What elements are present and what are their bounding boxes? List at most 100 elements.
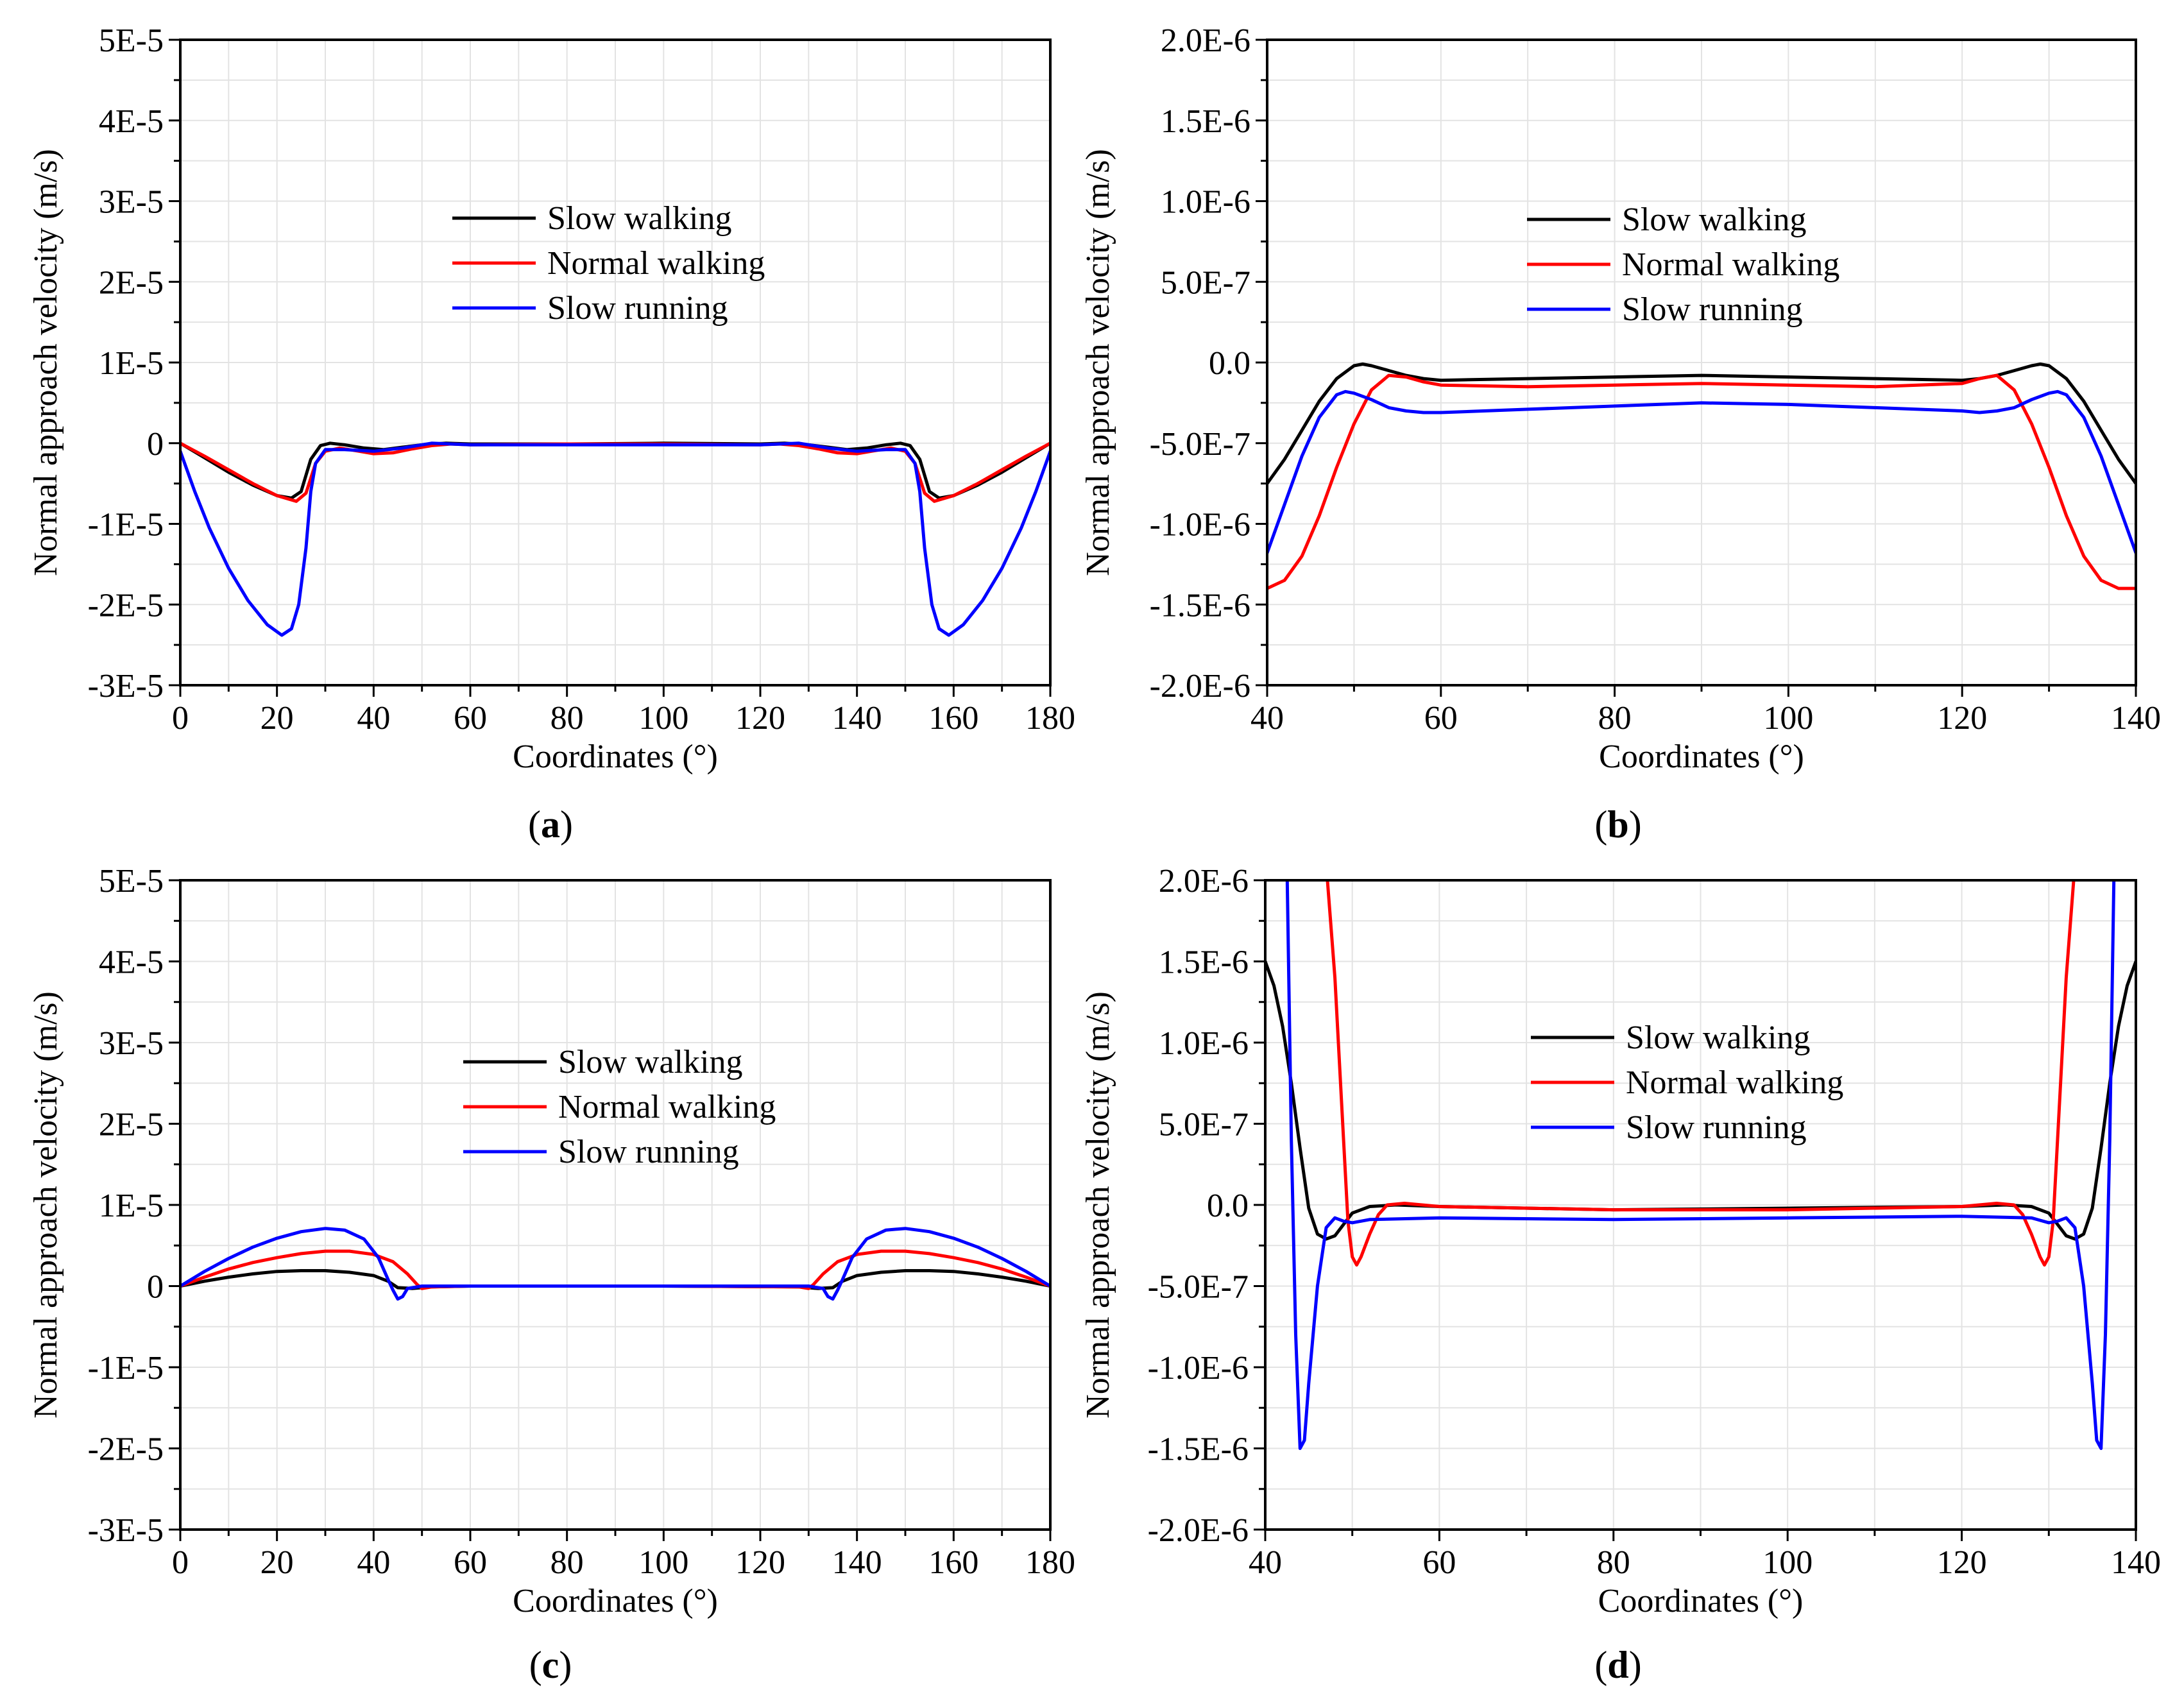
x-tick-label: 140	[832, 1544, 882, 1581]
x-tick-label: 160	[928, 700, 978, 737]
y-tick-label: 0	[147, 1269, 164, 1306]
y-tick-label: -1E-5	[88, 507, 164, 543]
x-tick-label: 40	[1250, 700, 1284, 737]
y-tick-label: 5E-5	[99, 863, 164, 900]
series-line-slow-running	[1267, 389, 2136, 555]
panel-label-d: (d)	[1594, 1644, 1641, 1686]
x-tick-label: 60	[454, 1544, 487, 1581]
y-tick-label: 5.0E-7	[1161, 264, 1250, 301]
legend-label: Normal walking	[547, 245, 765, 282]
y-tick-label: -1.0E-6	[1150, 507, 1250, 543]
gridlines	[180, 880, 1050, 1530]
y-tick-label: 1.0E-6	[1161, 184, 1250, 221]
x-tick-label: 100	[1762, 1544, 1813, 1581]
legend-label: Slow running	[558, 1134, 739, 1170]
y-tick-label: 3E-5	[99, 184, 164, 221]
y-tick-label: -3E-5	[88, 1512, 164, 1549]
legend-label: Normal walking	[1626, 1064, 1843, 1101]
y-tick-label: -2E-5	[88, 1431, 164, 1468]
y-axis-label: Normal approach velocity (m/s)	[28, 991, 64, 1419]
series-group	[180, 441, 1050, 637]
y-tick-label: -5.0E-7	[1148, 1269, 1249, 1306]
x-tick-label: 40	[357, 700, 390, 737]
x-tick-label: 60	[1424, 700, 1458, 737]
series-line-slow-walking	[1267, 363, 2136, 486]
legend: Slow walking Normal walking Slow running	[1527, 201, 1839, 328]
series-group	[1265, 880, 2136, 1450]
x-tick-label: 180	[1025, 1544, 1075, 1581]
legend-label: Slow running	[547, 290, 728, 327]
panel-a: 0 20 40 60 80 100 120 140 160 180 -3E-5 -2E-5 -1E-5 0…	[28, 22, 1075, 775]
x-tick-label: 80	[550, 700, 584, 737]
legend: Slow walking Normal walking Slow running	[463, 1044, 776, 1170]
gridlines	[1265, 880, 2136, 1530]
y-tick-label: 1E-5	[99, 345, 164, 382]
y-tick-label: 1.5E-6	[1161, 103, 1250, 140]
series-group	[180, 1227, 1050, 1301]
y-tick-label: 1.5E-6	[1159, 944, 1249, 981]
x-tick-label: 100	[638, 700, 688, 737]
series-line-normal-walking	[1267, 373, 2136, 590]
series-line-slow-running	[1285, 880, 2116, 1450]
x-axis-label: Coordinates (°)	[1598, 1583, 1804, 1619]
legend-label: Slow running	[1622, 291, 1803, 328]
x-tick-label: 20	[260, 1544, 294, 1581]
x-tick-label: 60	[1422, 1544, 1456, 1581]
x-tick-label: 60	[454, 700, 487, 737]
legend-label: Slow walking	[1626, 1019, 1810, 1056]
x-axis-label: Coordinates (°)	[513, 1583, 718, 1619]
x-tick-label: 120	[1937, 700, 1987, 737]
y-tick-label: 2E-5	[99, 1107, 164, 1143]
y-tick-label: 0	[147, 426, 164, 463]
x-tick-label: 120	[1937, 1544, 1987, 1581]
x-axis-label: Coordinates (°)	[513, 738, 718, 775]
y-tick-label: 3E-5	[99, 1025, 164, 1062]
legend-label: Slow walking	[1622, 201, 1806, 238]
legend: Slow walking Normal walking Slow running	[1531, 1019, 1843, 1146]
y-axis-label: Normal approach velocity (m/s)	[1080, 991, 1116, 1419]
x-tick-label: 40	[357, 1544, 390, 1581]
series-line-slow-running	[180, 441, 1050, 637]
legend-label: Normal walking	[558, 1089, 776, 1125]
series-line-slow-running	[180, 1227, 1050, 1301]
y-tick-label: -2E-5	[88, 587, 164, 624]
y-tick-label: -1.5E-6	[1148, 1431, 1249, 1468]
legend-label: Slow running	[1626, 1109, 1807, 1146]
y-tick-label: 2E-5	[99, 264, 164, 301]
x-tick-label: 20	[260, 700, 294, 737]
y-tick-label: -1E-5	[88, 1350, 164, 1386]
x-tick-label: 0	[172, 700, 189, 737]
y-tick-label: 1.0E-6	[1159, 1025, 1249, 1062]
x-tick-label: 80	[1597, 1544, 1630, 1581]
y-tick-label: 5E-5	[99, 22, 164, 59]
x-tick-label: 40	[1249, 1544, 1282, 1581]
legend-label: Normal walking	[1622, 246, 1839, 283]
y-tick-label: 1E-5	[99, 1188, 164, 1224]
y-tick-label: 2.0E-6	[1161, 22, 1250, 59]
panel-c: 0 20 40 60 80 100 120 140 160 180 -3E-5 -2E-5 -1E-5 0…	[28, 863, 1075, 1619]
y-axis-label: Normal approach velocity (m/s)	[1080, 149, 1116, 576]
y-tick-label: -1.5E-6	[1150, 587, 1250, 624]
legend: Slow walking Normal walking Slow running	[452, 200, 765, 327]
series-line-normal-walking	[1326, 880, 2076, 1267]
panel-label-b: (b)	[1594, 803, 1641, 846]
x-tick-label: 80	[550, 1544, 584, 1581]
x-tick-label: 0	[172, 1544, 189, 1581]
x-tick-label: 140	[2111, 1544, 2161, 1581]
y-tick-label: 0.0	[1207, 1188, 1249, 1224]
x-tick-label: 180	[1025, 700, 1075, 737]
legend-label: Slow walking	[558, 1044, 742, 1080]
y-tick-label: -5.0E-7	[1150, 426, 1250, 463]
panel-d: 40 60 80 100 120 140 -2.0E-6 -1.5E-6 -1.0E-6 -5.0…	[1080, 863, 2161, 1619]
gridlines	[180, 40, 1050, 685]
x-tick-label: 120	[735, 1544, 785, 1581]
x-tick-label: 120	[735, 700, 785, 737]
y-tick-label: 0.0	[1209, 345, 1250, 382]
x-tick-label: 80	[1598, 700, 1632, 737]
legend-label: Slow walking	[547, 200, 731, 237]
y-tick-label: -2.0E-6	[1150, 668, 1250, 704]
panel-label-a: (a)	[528, 803, 573, 846]
x-tick-label: 140	[832, 700, 882, 737]
x-tick-label: 100	[638, 1544, 688, 1581]
